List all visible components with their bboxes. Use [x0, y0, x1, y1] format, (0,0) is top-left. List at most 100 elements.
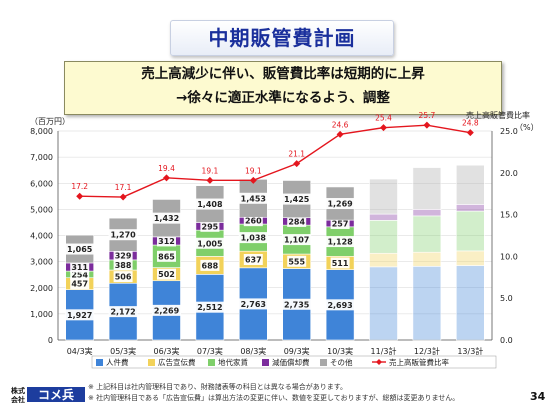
y-right-tick-label: 10.0 — [500, 252, 518, 261]
bar-segment — [369, 213, 398, 221]
data-label: 555 — [288, 257, 305, 266]
headline-line-1: 売上高減少に伴い、販管費比率は短期的に上昇 — [141, 66, 425, 82]
page-number: 34 — [530, 390, 546, 403]
legend-swatch — [320, 359, 327, 366]
y-right-tick-label: 0.0 — [500, 336, 513, 345]
ratio-point — [76, 192, 84, 200]
footnote-1: ※ 上記科目は社内管理科目であり、財務諸表等の科目とは異なる場合があります。 — [88, 383, 348, 391]
bar-segment — [455, 164, 485, 205]
data-label: 1,005 — [197, 239, 223, 248]
data-label-bg — [195, 198, 225, 210]
data-label-bg — [70, 261, 90, 273]
y-left-tick-label: 4,000 — [30, 232, 53, 241]
data-label-bg — [238, 298, 268, 310]
data-label-bg — [325, 198, 355, 210]
ratio-point — [336, 130, 344, 138]
x-tick-label: 08/3実 — [240, 346, 266, 356]
footnote-2: ※ 社内管理科目である「広告宣伝費」は算出方法の変更に伴い、数値を変更しておりま… — [88, 394, 460, 402]
data-label-bg — [157, 235, 176, 247]
y-left-tick-label: 8,000 — [30, 127, 53, 136]
data-label-bg — [282, 193, 312, 205]
data-label-bg — [238, 232, 268, 244]
data-label-bg — [152, 304, 181, 316]
svg-text:会社: 会社 — [11, 395, 25, 404]
legend-swatch — [208, 359, 215, 366]
data-label-bg — [282, 234, 312, 246]
data-label: 637 — [245, 255, 262, 264]
y-left-unit: （百万円） — [30, 117, 70, 126]
legend-marker — [376, 359, 382, 365]
y-left-tick-label: 3,000 — [30, 258, 53, 267]
data-label: 1,425 — [284, 195, 310, 204]
legend-label: 地代家賃 — [218, 357, 248, 367]
data-label: 1,432 — [154, 214, 179, 223]
bar-segment — [369, 252, 398, 268]
y-left-tick-label: 5,000 — [30, 205, 53, 214]
data-label: 311 — [71, 263, 88, 272]
data-label-bg — [152, 212, 181, 224]
ratio-label: 19.1 — [202, 166, 219, 175]
bar-segment — [369, 266, 398, 341]
bar-segment — [369, 178, 398, 215]
data-label: 1,128 — [327, 238, 353, 247]
data-label: 1,270 — [110, 231, 136, 240]
data-label: 257 — [332, 219, 349, 228]
x-tick-label: 12/3計 — [414, 346, 440, 356]
data-label: 2,172 — [110, 308, 135, 317]
data-label-bg — [65, 309, 95, 321]
ratio-label: 19.4 — [158, 164, 175, 173]
data-label: 254 — [71, 270, 88, 279]
legend-label: 減価償却費 — [272, 357, 310, 367]
data-label: 1,065 — [67, 245, 93, 254]
data-label: 1,408 — [197, 200, 223, 209]
data-label: 2,763 — [241, 300, 266, 309]
data-label: 295 — [202, 222, 219, 231]
data-label: 1,453 — [241, 194, 266, 203]
data-label-bg — [325, 299, 355, 311]
data-label: 388 — [115, 261, 132, 270]
data-label-bg — [157, 268, 176, 280]
data-label: 284 — [288, 217, 305, 226]
x-tick-label: 09/3実 — [284, 346, 310, 356]
ratio-point — [249, 176, 257, 184]
x-tick-label: 10/3実 — [327, 346, 353, 356]
headline-box: 売上高減少に伴い、販管費比率は短期的に上昇 →徐々に適正水準になるよう、調整 — [64, 61, 502, 115]
data-label-bg — [70, 268, 90, 280]
y-left-tick-label: 0 — [48, 336, 53, 345]
data-label: 329 — [115, 252, 132, 261]
data-label-bg — [113, 259, 133, 271]
ratio-point — [293, 160, 301, 168]
legend-swatch — [148, 359, 155, 366]
ratio-point — [163, 174, 170, 182]
bar-segment — [455, 210, 485, 252]
legend-swatch — [96, 359, 103, 366]
ratio-point — [380, 124, 387, 132]
ratio-line — [79, 124, 471, 198]
data-label: 2,735 — [284, 300, 310, 309]
data-label-bg — [195, 237, 225, 249]
data-label-bg — [330, 257, 350, 269]
data-label: 865 — [158, 252, 175, 261]
data-label-bg — [113, 271, 133, 283]
ratio-label: 24.8 — [462, 119, 479, 128]
y-left-tick-label: 2,000 — [30, 284, 53, 293]
data-label-bg — [65, 243, 95, 255]
y-left-tick-label: 7,000 — [30, 153, 53, 162]
bar-segment — [369, 220, 398, 254]
ratio-point — [119, 193, 127, 201]
data-label-bg — [243, 215, 263, 227]
data-label-bg — [243, 253, 263, 265]
ratio-point — [423, 121, 431, 129]
x-tick-label: 13/3計 — [457, 346, 483, 356]
ratio-label: 17.1 — [115, 183, 132, 192]
data-label-bg — [113, 250, 133, 262]
bar-segment — [412, 209, 442, 217]
x-tick-label: 06/3実 — [154, 346, 180, 356]
svg-text:株式: 株式 — [11, 386, 25, 395]
data-label-bg — [200, 259, 220, 271]
data-label-bg — [108, 229, 138, 241]
data-label-bg — [200, 220, 220, 232]
bar-segment — [412, 251, 442, 267]
y-right-axis-label: 売上高販管費比率 — [466, 110, 530, 120]
